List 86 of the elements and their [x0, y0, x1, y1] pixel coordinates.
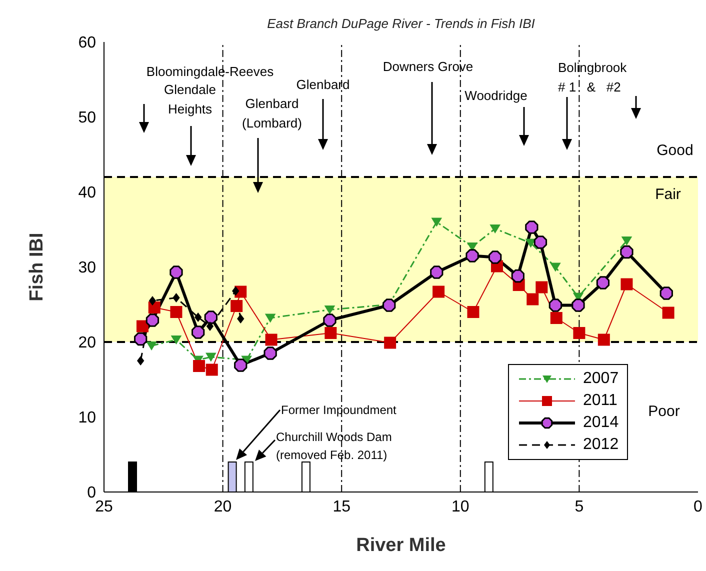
legend-label: 2011	[583, 392, 618, 410]
band-label: Fair	[655, 186, 681, 203]
annotation: Glenbard	[296, 77, 350, 92]
point	[525, 220, 538, 234]
point	[572, 298, 585, 312]
annotation: Downers Grove	[382, 59, 474, 74]
annotation: Former Impoundment	[281, 403, 398, 417]
point	[550, 262, 561, 272]
annotation: Woodridge	[464, 88, 528, 103]
point	[148, 302, 160, 314]
point	[148, 296, 156, 306]
point	[193, 360, 206, 372]
annotation: Glendale Heights	[164, 82, 216, 116]
point	[206, 364, 218, 376]
legend-label: 2014	[583, 414, 619, 432]
point	[146, 314, 160, 327]
point	[324, 306, 336, 315]
y-tick-label: 60	[78, 34, 96, 52]
point	[526, 293, 539, 306]
point	[323, 314, 336, 327]
point	[172, 292, 180, 303]
point	[170, 336, 182, 345]
y-tick-label: 40	[78, 184, 96, 202]
point	[230, 300, 243, 312]
point	[134, 332, 148, 346]
point	[192, 326, 205, 339]
point	[536, 281, 548, 294]
point	[525, 238, 536, 248]
point	[264, 346, 277, 360]
point	[204, 310, 218, 324]
chart-title: East Branch DuPage River - Trends in Fish IBI	[266, 16, 536, 31]
x-axis-title: River Mile	[356, 535, 446, 556]
x-tick-label: 0	[694, 498, 703, 516]
y-tick-label: 10	[78, 410, 96, 427]
y-tick-label: 20	[78, 334, 96, 352]
x-tick-label: 15	[332, 498, 351, 516]
point	[264, 314, 276, 323]
point	[596, 276, 610, 290]
point	[598, 334, 610, 346]
point	[136, 320, 148, 332]
point	[548, 298, 562, 312]
point	[662, 306, 674, 319]
point	[660, 286, 673, 300]
annotation: Churchill Woods Dam (removed Feb. 2011)	[276, 430, 392, 462]
legend-label: 2007	[583, 370, 619, 388]
point	[490, 224, 500, 234]
point	[430, 266, 444, 279]
point	[534, 236, 548, 249]
point	[550, 312, 562, 324]
point	[206, 352, 216, 362]
point	[620, 278, 633, 290]
point	[621, 236, 632, 246]
x-tick-label: 20	[214, 498, 232, 516]
point	[573, 327, 586, 339]
point	[146, 342, 157, 351]
annotation: Good	[656, 142, 694, 159]
x-tick-label: 25	[95, 498, 113, 516]
point	[384, 336, 396, 349]
point	[232, 286, 240, 296]
point	[324, 327, 337, 339]
point	[194, 312, 202, 322]
x-tick-label: 10	[452, 498, 470, 516]
y-tick-label: 50	[78, 110, 96, 127]
annotation: Glenbard (Lombard)	[242, 96, 302, 130]
point	[237, 314, 244, 324]
y-tick-label: 30	[78, 260, 96, 277]
x-tick-label: 5	[574, 498, 584, 516]
point	[467, 306, 480, 318]
point	[620, 245, 634, 259]
point	[431, 218, 442, 227]
y-axis-title: Fish IBI	[26, 232, 48, 302]
point	[206, 321, 214, 332]
annotation: Poor	[648, 403, 680, 420]
point	[382, 298, 396, 312]
point	[432, 286, 445, 298]
point	[466, 249, 479, 262]
annotation: Bloomingdale-Reeves	[146, 64, 274, 79]
point	[170, 266, 183, 279]
point	[265, 334, 278, 346]
point	[170, 306, 182, 318]
legend-label: 2012	[583, 436, 619, 454]
point	[488, 250, 502, 264]
point	[136, 356, 144, 366]
point	[234, 358, 248, 372]
point	[511, 269, 524, 283]
y-tick-label: 0	[87, 484, 96, 502]
